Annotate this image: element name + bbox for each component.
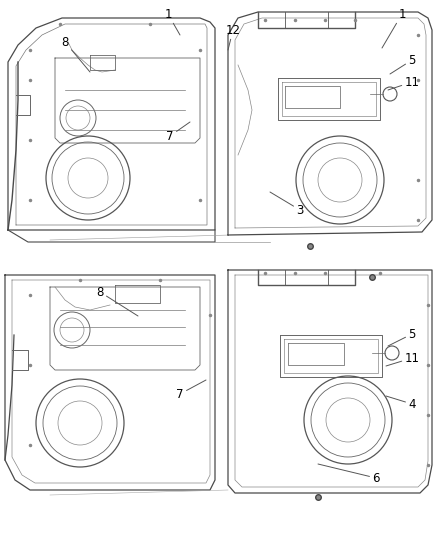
Text: 1: 1 [164, 7, 180, 35]
Text: 12: 12 [226, 23, 240, 50]
Text: 5: 5 [388, 327, 416, 346]
Text: 11: 11 [386, 351, 420, 366]
Text: 3: 3 [270, 192, 304, 216]
Text: 7: 7 [176, 380, 206, 400]
Text: 8: 8 [96, 286, 138, 316]
Text: 11: 11 [388, 76, 420, 90]
Text: 7: 7 [166, 122, 190, 142]
Text: 4: 4 [386, 396, 416, 410]
Text: 1: 1 [382, 7, 406, 48]
Text: 8: 8 [61, 36, 90, 72]
Text: 5: 5 [390, 53, 416, 74]
Text: 6: 6 [318, 464, 380, 484]
